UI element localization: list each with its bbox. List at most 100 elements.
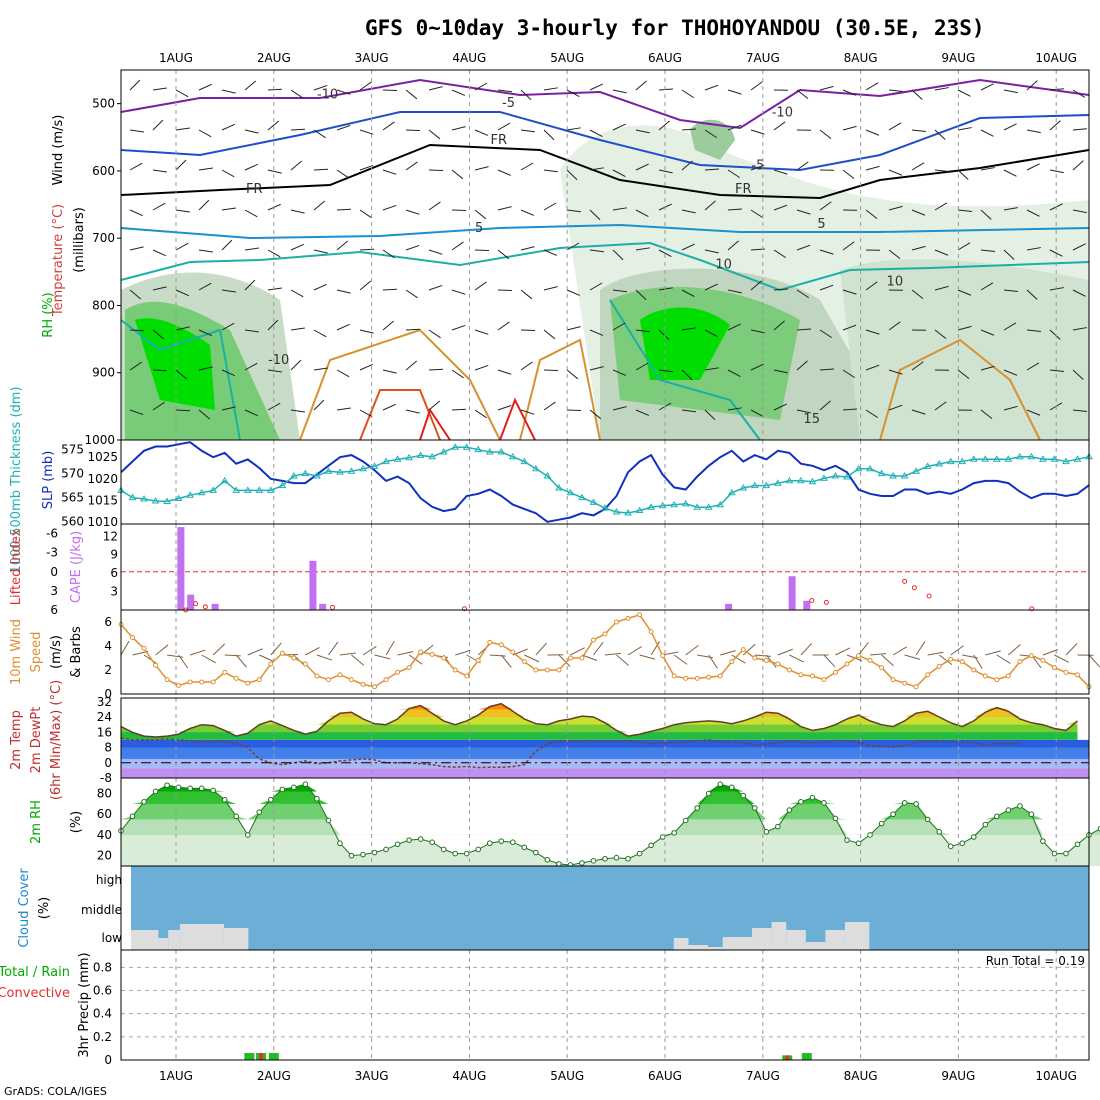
wind-point: [971, 667, 977, 673]
wind-barb: [152, 286, 167, 291]
wind-barb: [704, 329, 718, 338]
wind-barb: [934, 249, 949, 256]
lifted-point: [809, 597, 815, 603]
wind-barb: [520, 361, 533, 371]
surface-barb: [881, 654, 894, 667]
surface-barb: [489, 654, 506, 657]
surface-barb: [938, 654, 953, 666]
wind-barb: [750, 164, 765, 171]
wind-barb: [244, 80, 257, 91]
date-label-top: 5AUG: [550, 51, 584, 65]
thickness-point: [785, 476, 794, 484]
surface-barb: [1065, 643, 1078, 656]
surface-barb: [362, 645, 377, 656]
wind-barb: [382, 369, 397, 374]
wind-barb: [520, 289, 533, 300]
thickness-point: [716, 500, 725, 508]
wind-barb: [589, 366, 604, 371]
thickness-point: [220, 476, 229, 484]
wind-barb: [129, 162, 143, 171]
ylabel-cape: CAPE (J/kg): [69, 531, 84, 603]
wind-barb: [704, 283, 718, 291]
rh-point: [210, 787, 216, 794]
wind-barb: [750, 129, 765, 135]
thickness-point: [543, 472, 552, 479]
wind-barb: [819, 400, 831, 411]
wind-barb: [497, 122, 511, 131]
wind-point: [153, 662, 159, 668]
thickness-point: [439, 448, 448, 455]
ylabel-wind: Wind (m/s): [51, 115, 66, 186]
surface-barb: [581, 654, 598, 661]
contour-label: -5: [751, 159, 764, 174]
slp-frame: [120, 439, 1090, 525]
cloud-low-block: [673, 938, 689, 950]
rh-point: [302, 781, 309, 788]
wind-barb: [129, 329, 145, 332]
rh-point: [671, 830, 677, 836]
thickness-point: [566, 488, 575, 496]
thickness-point: [658, 501, 667, 509]
date-label-bottom: 5AUG: [550, 1069, 584, 1083]
wind-barb: [313, 200, 326, 211]
wind-point: [544, 667, 550, 673]
wind-barb: [175, 289, 189, 297]
surface-barb: [374, 654, 391, 660]
cloud-low-block: [786, 930, 806, 950]
wind-point: [1051, 665, 1057, 671]
precip-total-bar: [268, 1053, 279, 1060]
wind-barb: [359, 329, 374, 334]
rh-point: [913, 801, 919, 807]
wind-barb: [382, 204, 397, 211]
thickness-point: [992, 455, 1001, 462]
wind-point: [614, 619, 620, 625]
wind-barb: [681, 409, 696, 413]
wind-barb: [911, 162, 925, 171]
wind-barb: [451, 289, 466, 295]
rh-point: [463, 850, 470, 857]
wind-point: [360, 681, 366, 687]
wind-barb: [129, 129, 144, 133]
thickness-point: [243, 486, 252, 493]
wind-barb: [911, 129, 926, 132]
contour-label: FR: [490, 133, 507, 148]
surface-barb: [823, 654, 836, 668]
wind-point: [809, 673, 815, 679]
date-label-bottom: 4AUG: [452, 1069, 486, 1083]
wind-barb: [359, 409, 373, 418]
wind-barb: [474, 409, 487, 419]
ylabel-convective: Convective: [0, 986, 70, 1001]
rh-point: [175, 784, 182, 791]
wind-barb: [888, 321, 901, 331]
wind-speed-line: [120, 613, 1090, 688]
contour-label: 5: [475, 221, 483, 236]
date-label-top: 6AUG: [648, 51, 682, 65]
surface-barb: [904, 654, 921, 660]
cloud-low-block: [168, 930, 180, 950]
ylabel-slp: SLP (mb): [41, 451, 56, 510]
wind-point: [579, 655, 585, 661]
cloud-low-block: [179, 924, 224, 950]
cloud-low-block: [771, 922, 787, 950]
ylabel-cloud-pct: (%): [37, 897, 52, 920]
isotherm-line: [299, 328, 501, 441]
wind-barb: [497, 249, 510, 260]
rh-ytick: 80: [97, 787, 112, 801]
wind-point: [199, 679, 205, 685]
rh-point: [164, 782, 170, 789]
date-label-top: 1AUG: [159, 51, 193, 65]
wind-barb: [474, 129, 489, 136]
wind-barb: [773, 369, 788, 374]
rh-point: [728, 784, 735, 791]
rh-point: [1028, 811, 1035, 818]
cape-ytick: 9: [110, 548, 118, 562]
thickness-point: [958, 457, 967, 465]
wind-barb: [382, 320, 395, 331]
thickness-point: [428, 452, 437, 460]
wind-barb: [428, 249, 443, 255]
wind-barb: [175, 209, 190, 213]
wind-barb: [635, 362, 649, 371]
cape-bar: [187, 594, 195, 610]
wind-barb: [1049, 249, 1063, 257]
